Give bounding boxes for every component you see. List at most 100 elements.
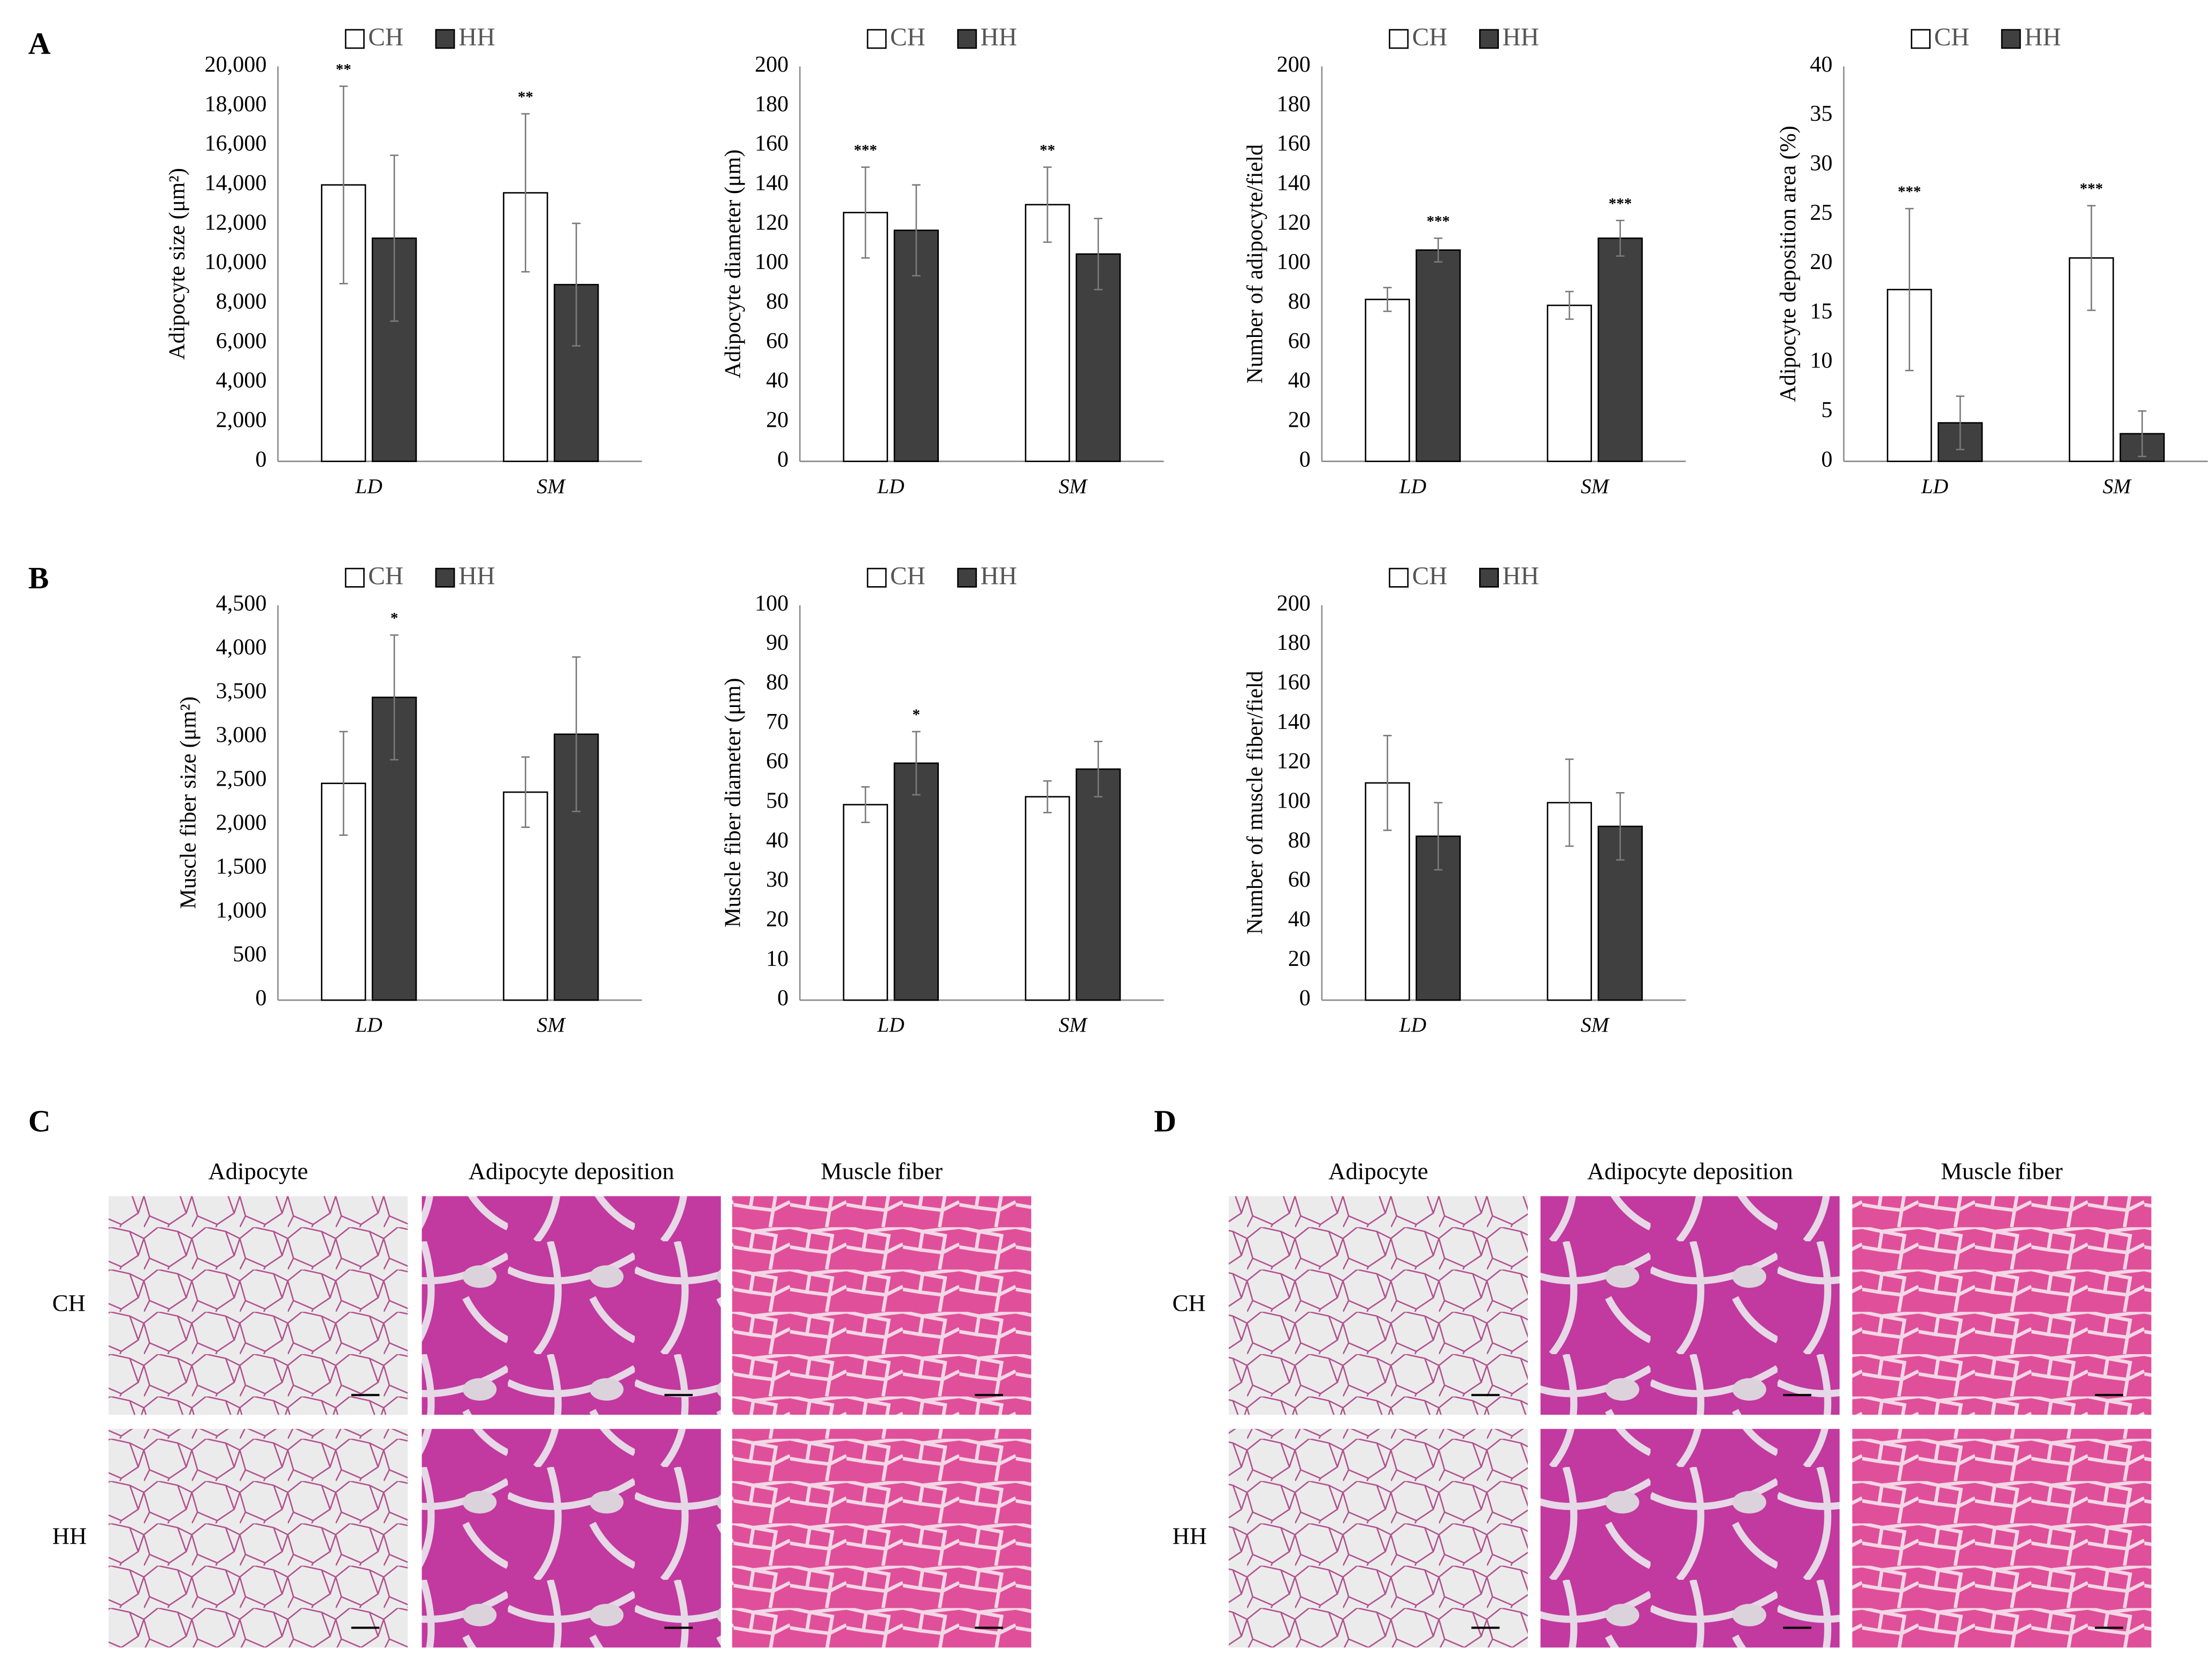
significance-marker: *: [913, 707, 921, 724]
y-tick-label: 2,000: [216, 407, 266, 432]
micrograph: [1852, 1196, 2152, 1415]
panel-label: D: [1154, 1103, 1176, 1138]
y-tick-label: 20,000: [204, 52, 266, 77]
significance-marker: ***: [1898, 183, 1922, 201]
error-bar: [572, 656, 581, 812]
error-bar: [861, 166, 870, 259]
legend-swatch: [2001, 29, 2021, 49]
bar: [1024, 204, 1070, 462]
x-tick-label: SM: [2103, 474, 2132, 498]
significance-marker: **: [336, 61, 351, 78]
micrograph: [109, 1196, 408, 1415]
legend-swatch: [867, 29, 887, 49]
y-axis-label: Number of adipocyte/field: [1242, 144, 1267, 384]
error-bar: [572, 222, 581, 347]
error-bar: [1043, 780, 1052, 813]
y-tick-label: 20: [1810, 249, 1832, 274]
legend-swatch: [345, 29, 365, 49]
y-tick-label: 20: [766, 407, 789, 432]
y-tick-label: 180: [1277, 91, 1311, 117]
error-bar: [1565, 290, 1574, 320]
bar: [843, 804, 889, 1001]
error-bar: [1383, 287, 1392, 312]
y-tick-label: 10: [1810, 348, 1832, 373]
y-tick-label: 80: [766, 670, 789, 695]
significance-marker: ***: [1427, 213, 1450, 230]
error-bar: [1094, 218, 1103, 290]
error-bar: [1616, 792, 1625, 861]
y-tick-label: 140: [755, 170, 789, 195]
y-tick-label: 2,500: [216, 766, 266, 791]
x-tick-label: SM: [1059, 474, 1088, 498]
x-tick-label: SM: [1059, 1013, 1088, 1037]
error-bar: [1905, 208, 1914, 372]
legend-label: CH: [1934, 24, 1969, 51]
y-tick-label: 8,000: [216, 289, 266, 314]
y-tick-label: 200: [1277, 590, 1311, 616]
x-tick-label: LD: [355, 474, 382, 498]
error-bar: [521, 756, 530, 828]
y-tick-label: 0: [255, 986, 266, 1011]
y-tick-label: 14,000: [204, 170, 266, 195]
y-axis-label: Adipocyte diameter (μm): [721, 149, 746, 378]
y-tick-label: 10: [766, 946, 789, 971]
y-tick-label: 0: [1299, 986, 1311, 1011]
y-tick-label: 15: [1810, 298, 1832, 324]
y-tick-label: 25: [1810, 200, 1832, 225]
y-tick-label: 100: [1277, 788, 1311, 813]
y-tick-label: 160: [1277, 670, 1311, 695]
y-tick-label: 6,000: [216, 328, 266, 354]
y-tick-label: 40: [1288, 907, 1311, 932]
y-tick-label: 200: [1277, 52, 1311, 77]
y-tick-label: 4,000: [216, 368, 266, 393]
x-tick-label: SM: [537, 1013, 566, 1037]
legend-swatch: [867, 567, 887, 588]
micrograph: [1540, 1196, 1840, 1415]
y-tick-label: 4,500: [216, 590, 266, 616]
y-tick-label: 2,000: [216, 810, 266, 835]
y-tick-label: 20: [766, 907, 789, 932]
y-tick-label: 60: [1288, 328, 1311, 354]
y-tick-label: 140: [1277, 170, 1311, 195]
x-tick-label: LD: [1921, 474, 1949, 498]
error-bar: [339, 731, 348, 836]
y-axis-label: Muscle fiber size (μm²): [176, 696, 201, 909]
y-tick-label: 0: [1299, 447, 1311, 472]
error-bar: [1434, 802, 1443, 871]
y-tick-label: 200: [755, 52, 789, 77]
y-tick-label: 20: [1288, 946, 1311, 971]
column-header: Adipocyte deposition: [469, 1158, 675, 1185]
micrograph: [1852, 1429, 2152, 1648]
y-tick-label: 160: [1277, 131, 1311, 156]
legend-swatch: [1910, 29, 1931, 49]
column-header: Adipocyte: [208, 1158, 308, 1185]
bar: [1365, 298, 1410, 462]
y-axis-label: Adipocyte deposition area (%): [1775, 126, 1801, 402]
y-tick-label: 70: [766, 709, 789, 734]
row-label: HH: [1172, 1522, 1207, 1549]
y-tick-label: 12,000: [204, 210, 266, 235]
y-tick-label: 40: [766, 827, 789, 853]
legend-label: CH: [1412, 24, 1448, 51]
y-tick-label: 16,000: [204, 131, 266, 156]
column-header: Adipocyte deposition: [1587, 1158, 1793, 1185]
y-tick-label: 180: [1277, 630, 1311, 655]
micrograph: [1228, 1196, 1528, 1415]
y-tick-label: 0: [1821, 447, 1833, 472]
legend-label: HH: [1503, 24, 1540, 51]
column-header: Muscle fiber: [821, 1158, 943, 1185]
significance-marker: **: [1040, 142, 1055, 159]
error-bar: [2138, 410, 2147, 457]
legend-label: HH: [458, 24, 495, 51]
significance-marker: ***: [1609, 195, 1632, 212]
bar: [893, 762, 939, 1001]
error-bar: [1094, 741, 1103, 798]
legend-label: HH: [458, 562, 495, 590]
bar: [1415, 249, 1461, 462]
y-tick-label: 60: [766, 328, 789, 354]
legend-swatch: [435, 29, 455, 49]
panel-label: A: [28, 26, 51, 61]
y-tick-label: 60: [766, 749, 789, 774]
